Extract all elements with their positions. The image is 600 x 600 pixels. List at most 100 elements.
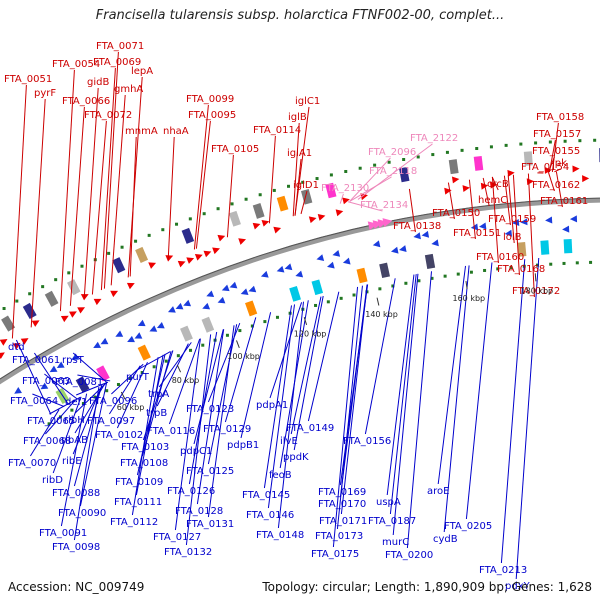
forward-gene-label: iglD1 <box>293 180 319 191</box>
feature-block <box>201 316 215 333</box>
gc-dot <box>67 271 71 275</box>
reverse-gene-label-leader <box>207 324 238 465</box>
reverse-gene-label: FTA_0127 <box>153 532 201 543</box>
gc-dot <box>475 147 479 151</box>
gc-dot <box>238 329 242 333</box>
gc-dot <box>116 382 120 386</box>
reverse-gene-label: pdpA1 <box>256 400 288 411</box>
gc-dot <box>128 376 132 380</box>
forward-gene-label-leader <box>491 176 499 191</box>
forward-gene-arrow <box>308 216 317 224</box>
reverse-gene-label: feoB <box>269 470 292 481</box>
forward-gene-label: iglB <box>288 112 307 123</box>
forward-gene-label: ipk <box>552 158 567 169</box>
gc-dot <box>258 193 262 197</box>
gc-dot <box>140 371 144 375</box>
gc-dot <box>93 395 97 399</box>
reverse-gene-arrow <box>479 222 487 230</box>
gc-dot <box>373 163 377 167</box>
tick-label: 100 kbp <box>227 352 260 361</box>
forward-gene-label: FTA_0051 <box>4 74 52 85</box>
reverse-gene-arrow <box>206 290 215 298</box>
gc-dot <box>344 169 348 173</box>
feature-block <box>399 167 410 183</box>
reverse-gene-arrow <box>127 335 135 343</box>
reverse-gene-arrow <box>115 330 124 337</box>
forward-gene-label: lepA <box>131 66 153 77</box>
reverse-gene-arrow <box>93 341 102 349</box>
forward-gene-arrow <box>148 262 157 269</box>
gc-dot <box>445 150 449 154</box>
forward-gene-arrow <box>489 181 498 189</box>
reverse-gene-label: FTA_0088 <box>52 488 100 499</box>
forward-gene-label: FTA_0168 <box>497 264 545 275</box>
forward-gene-label-leader <box>491 176 499 264</box>
reverse-gene-arrow <box>100 337 109 345</box>
feature-block <box>517 242 527 257</box>
reverse-gene-label-leader <box>158 342 192 388</box>
tick-label: 60 kbp <box>117 403 145 412</box>
reverse-gene-arrow <box>167 306 176 313</box>
forward-gene-label-leader <box>554 168 561 173</box>
forward-gene-label-leader <box>100 67 116 291</box>
tick-mark <box>534 273 537 282</box>
reverse-gene-arrow <box>229 281 238 289</box>
reverse-gene-label: ribH <box>64 415 85 426</box>
gc-dot <box>70 408 74 412</box>
gc-dot <box>175 222 179 226</box>
gc-dot <box>250 324 254 328</box>
reverse-gene-label: FTA_0145 <box>242 490 290 501</box>
reverse-gene-arrow <box>221 284 230 292</box>
reverse-gene-label-leader <box>156 343 189 407</box>
forward-gene-arrow <box>186 257 195 264</box>
forward-gene-arrow <box>60 315 69 323</box>
reverse-gene-arrow <box>49 365 58 373</box>
reverse-gene-label: FTA_0148 <box>256 530 304 541</box>
reverse-gene-label: ilvE <box>280 436 298 447</box>
reverse-gene-label: FTA_0200 <box>385 550 433 561</box>
reverse-gene-label-leader <box>60 393 88 527</box>
reverse-gene-label-leader <box>32 393 65 408</box>
forward-gene-label: iglC1 <box>295 96 320 107</box>
reverse-gene-label: FTA_0131 <box>186 519 234 530</box>
gc-dot <box>80 264 84 268</box>
reverse-gene-label: FTA_0187 <box>368 516 416 527</box>
feature-block <box>245 300 258 317</box>
reverse-gene-label: FTA_0146 <box>246 510 294 521</box>
gc-dot <box>107 251 111 255</box>
forward-gene-label: FTA_0172 <box>512 286 560 297</box>
tick-mark <box>120 391 126 400</box>
feature-block <box>137 344 151 361</box>
gc-dot <box>404 281 408 285</box>
forward-gene-label: nhaA <box>163 126 189 137</box>
forward-gene-label-leader <box>129 136 137 277</box>
reverse-gene-label: FTA_0171 <box>319 516 367 527</box>
feature-block <box>1 315 16 332</box>
gc-dot <box>314 303 318 307</box>
reverse-gene-label: FTA_0065 <box>27 416 75 427</box>
reverse-gene-label-leader <box>336 285 363 530</box>
feature-block <box>300 189 313 205</box>
reverse-gene-label: def1 <box>65 397 87 408</box>
gc-dot <box>152 365 156 369</box>
forward-gene-arrow <box>544 166 552 174</box>
feature-block <box>67 279 81 296</box>
rna-gene-label-leader <box>357 143 433 200</box>
forward-gene-label-leader <box>59 69 75 312</box>
gc-dot <box>469 270 473 274</box>
feature-block <box>180 325 193 342</box>
reverse-gene-label-leader <box>76 381 109 396</box>
gc-dot <box>301 180 305 184</box>
forward-gene-arrow <box>0 352 5 360</box>
feature-block <box>252 203 265 219</box>
forward-gene-label: FTA_0150 <box>432 208 480 219</box>
reverse-gene-label-leader <box>131 357 159 516</box>
forward-gene-arrow <box>252 222 261 230</box>
forward-gene-label-leader <box>193 104 209 250</box>
forward-gene-label-leader <box>294 158 302 216</box>
forward-gene-arrow <box>217 234 226 242</box>
reverse-gene-label-leader <box>44 373 78 400</box>
feature-block <box>563 239 573 254</box>
rna-gene-label: FTA_2118 <box>369 166 417 177</box>
